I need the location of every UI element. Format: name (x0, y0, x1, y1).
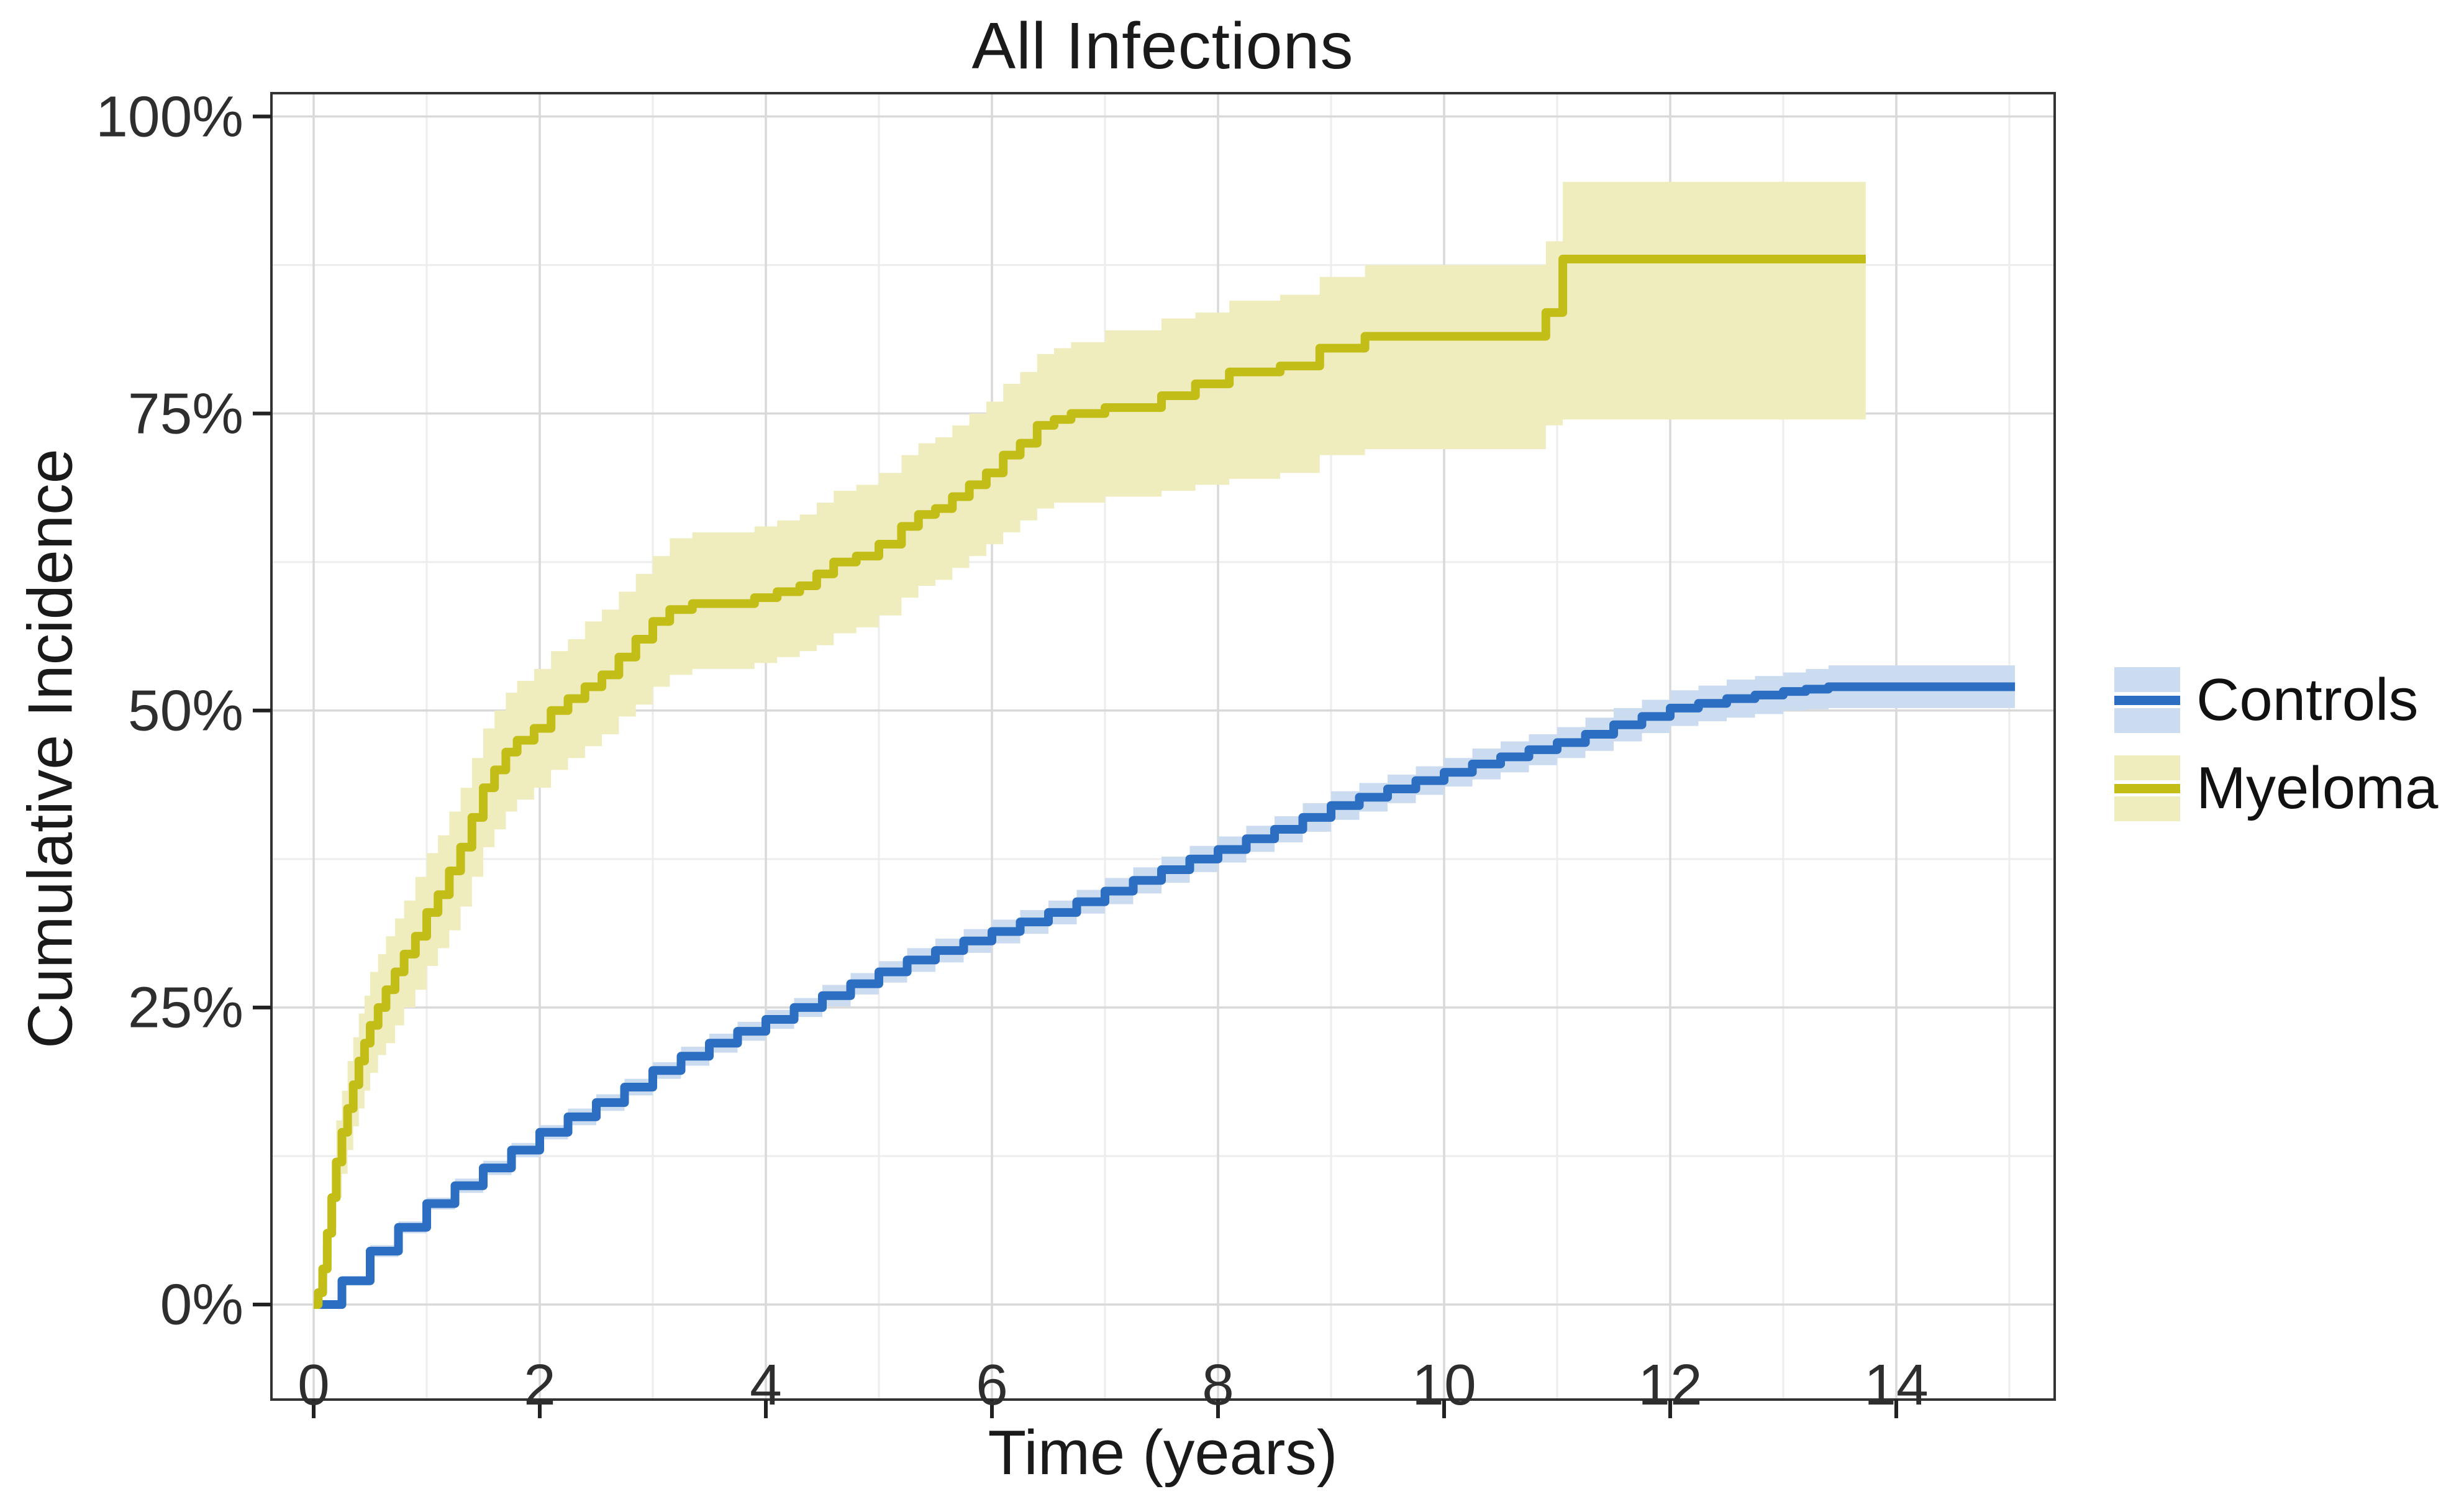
y-tick-label-100%: 100% (96, 84, 243, 148)
y-tick-label-75%: 75% (127, 381, 243, 446)
x-tick-label-0: 0 (298, 1352, 330, 1417)
legend-label-controls: Controls (2196, 667, 2419, 733)
x-tick-label-12: 12 (1638, 1352, 1703, 1417)
x-tick-label-8: 8 (1202, 1352, 1234, 1417)
x-tick-label-6: 6 (976, 1352, 1008, 1417)
y-tick-label-25%: 25% (127, 975, 243, 1040)
controls-confidence-band (319, 665, 2016, 1305)
y-tick-label-0%: 0% (160, 1272, 243, 1337)
x-tick-label-4: 4 (750, 1352, 782, 1417)
x-axis-title: Time (years) (988, 1418, 1338, 1488)
axis-tick-marks (253, 114, 1898, 1418)
y-tick-label-50%: 50% (127, 678, 243, 743)
legend-entry-myeloma: Myeloma (2114, 754, 2438, 822)
myeloma-curve (314, 255, 1866, 1309)
y-axis-title: Cumulative Incidence (16, 449, 86, 1049)
x-tick-label-2: 2 (524, 1352, 556, 1417)
x-tick-label-10: 10 (1412, 1352, 1476, 1417)
legend-key-controls-icon (2114, 667, 2180, 733)
legend-entry-controls: Controls (2114, 666, 2438, 734)
legend: Controls Myeloma (2114, 666, 2438, 822)
confidence-bands (314, 181, 2016, 1305)
controls-curve (319, 682, 2016, 1309)
myeloma-confidence-band (314, 181, 1866, 1305)
chart-title: All Infections (971, 9, 1354, 83)
panel-border (270, 92, 2056, 1401)
x-tick-label-14: 14 (1864, 1352, 1929, 1417)
legend-key-myeloma-icon (2114, 755, 2180, 821)
step-curves (314, 255, 2016, 1309)
legend-label-myeloma: Myeloma (2196, 755, 2439, 821)
